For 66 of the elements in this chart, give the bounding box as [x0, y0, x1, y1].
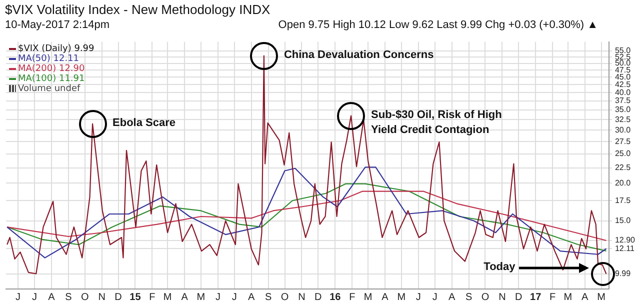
x-tick-label: S	[465, 292, 472, 303]
x-tick-label: D	[515, 292, 522, 303]
x-tick-label: 15	[130, 292, 142, 303]
x-tick-label: N	[98, 292, 106, 303]
y-tick-label: 15.0	[614, 216, 632, 225]
legend-label: MA(200) 12.90	[18, 64, 85, 74]
x-tick-label: J	[215, 292, 220, 303]
x-tick-label: S	[264, 292, 272, 303]
y-tick-label: 35.0	[614, 105, 632, 114]
x-tick-label: O	[280, 292, 289, 303]
x-tick-label: A	[382, 292, 389, 303]
y-tick-label: 27.5	[614, 136, 632, 146]
x-tick-label: A	[448, 292, 456, 303]
x-tick-label: S	[65, 292, 72, 303]
y-tick-label: 22.5	[614, 162, 632, 172]
y-tick-label: 50.0	[614, 58, 632, 68]
x-tick-label: M	[196, 292, 206, 303]
x-tick-label: A	[181, 292, 188, 303]
x-tick-label: A	[248, 292, 256, 303]
y-tick-label: 47.5	[614, 65, 632, 74]
y-tick-label: 30.0	[614, 125, 632, 134]
x-tick-label: A	[582, 292, 589, 303]
x-tick-label: F	[349, 292, 356, 303]
x-tick-label: J	[232, 292, 237, 303]
y-tick-label: 12.90	[614, 236, 636, 245]
annotation: China Devaluation Concerns	[284, 48, 434, 63]
x-tick-label: A	[48, 292, 56, 303]
y-tick-label: 42.5	[614, 80, 632, 89]
y-tick-label: 17.5	[614, 196, 632, 205]
x-tick-label: 16	[330, 292, 342, 303]
x-tick-label: 17	[530, 292, 542, 303]
y-tick-label: 25.0	[614, 149, 632, 158]
x-tick-label: M	[597, 292, 606, 303]
annotation: Volume undef	[18, 84, 80, 94]
text: Open 9.75 High 10.12 Low 9.62 Last 9.99 Chg +0.03 (+0.30%) ▲	[278, 19, 598, 31]
x-tick-label: D	[314, 292, 322, 303]
chart-subtitle: 10-May-2017 2:14pm	[5, 19, 110, 31]
y-tick-label: 37.5	[614, 96, 632, 106]
y-tick-label: 20.0	[614, 178, 632, 188]
y-tick-label: 9.99	[614, 269, 632, 278]
x-tick-label: N	[498, 292, 506, 303]
y-tick-label: 12.11	[614, 244, 635, 253]
y-tick-label: 45.0	[614, 72, 632, 82]
x-tick-label: J	[416, 292, 421, 303]
legend-label: MA(100) 11.91	[18, 74, 85, 84]
x-tick-label: O	[481, 292, 490, 303]
x-tick-label: F	[149, 292, 156, 303]
legend-label: MA(50) 12.11	[18, 54, 80, 64]
annotation: Sub-$30 Oil, Risk of High Yield Credit Contagion	[371, 108, 503, 138]
x-tick-label: N	[298, 292, 306, 303]
x-tick-label: O	[80, 292, 89, 303]
x-tick-label: D	[114, 292, 122, 303]
y-tick-label: 40.0	[614, 88, 632, 97]
y-tick-label: 32.5	[614, 114, 632, 124]
x-tick-label: M	[397, 292, 406, 303]
chart-title: $VIX Volatility Index - New Methodology INDX	[5, 2, 270, 17]
x-tick-label: F	[550, 292, 556, 303]
x-tick-label: J	[32, 292, 37, 303]
x-tick-label: M	[163, 292, 172, 303]
annotation: Ebola Scare	[112, 116, 176, 131]
x-tick-label: M	[364, 292, 372, 303]
x-tick-label: M	[564, 292, 572, 303]
annotation: Today	[484, 260, 516, 275]
x-tick-label: J	[16, 292, 21, 303]
x-tick-label: J	[432, 292, 438, 303]
legend-label: $VIX (Daily) 9.99	[18, 44, 94, 54]
